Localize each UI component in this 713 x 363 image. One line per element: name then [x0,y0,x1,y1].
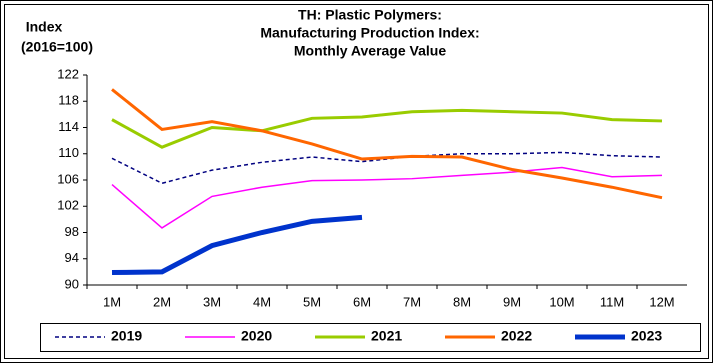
x-tick-label: 4M [253,294,271,309]
series-line [111,166,663,229]
x-tick-label: 10M [549,294,574,309]
y-tick-label: 106 [57,171,79,186]
y-tick-label: 122 [57,66,79,81]
series-line [111,214,363,276]
x-tick-label: 5M [303,294,321,309]
x-tick-label: 2M [153,294,171,309]
y-axis-label: (2016=100) [21,39,93,55]
y-tick-label: 118 [58,93,79,108]
series-line [111,108,663,149]
inner-frame [4,4,709,359]
x-tick-label: 7M [403,294,421,309]
legend-label: 2020 [241,328,272,344]
x-tick-label: 11M [600,294,624,309]
y-tick-label: 98 [65,224,79,239]
chart-title: TH: Plastic Polymers: [298,7,442,23]
y-tick-label: 110 [58,145,79,160]
x-tick-label: 3M [203,294,221,309]
x-tick-label: 1M [103,294,121,309]
x-tick-label: 12M [649,294,674,309]
legend-label: 2021 [371,328,402,344]
x-tick-label: 8M [453,294,471,309]
y-tick-label: 90 [65,276,79,291]
legend-label: 2019 [111,328,142,344]
x-tick-label: 6M [353,294,371,309]
y-tick-label: 114 [58,119,79,134]
y-tick-label: 94 [65,250,79,265]
x-tick-label: 9M [503,294,521,309]
legend-box [40,323,701,352]
y-tick-label: 102 [57,198,79,213]
y-axis-label: Index [26,19,63,35]
legend-label: 2023 [631,328,662,344]
series-line [111,88,663,200]
chart-title: Monthly Average Value [294,43,446,59]
chart-title: Manufacturing Production Index: [260,25,479,41]
legend-label: 2022 [501,328,532,344]
